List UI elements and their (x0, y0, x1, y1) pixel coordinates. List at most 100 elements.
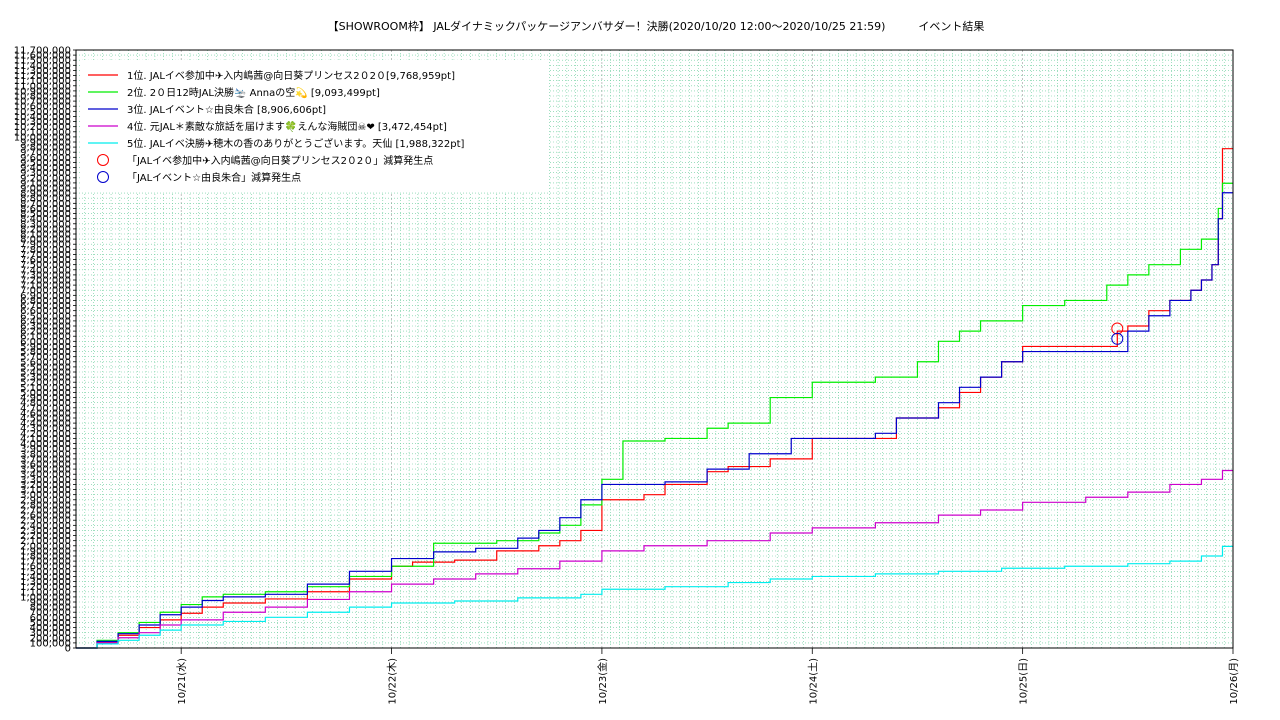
y-tick-label: 8,200,000 (20, 224, 71, 235)
decrease-marker-2 (1111, 332, 1124, 345)
y-tick-label: 7,400,000 (20, 265, 71, 276)
y-tick-label: 9,600,000 (20, 153, 71, 164)
y-tick-label: 300,000 (30, 628, 71, 639)
y-tick-label: 1,700,000 (20, 557, 71, 568)
y-tick-label: 6,800,000 (20, 296, 71, 307)
y-tick-label: 6,300,000 (20, 322, 71, 333)
plot-lines (76, 148, 1233, 649)
y-tick-label: 9,900,000 (20, 138, 71, 149)
y-tick-label: 4,700,000 (20, 403, 71, 414)
y-tick-label: 8,700,000 (20, 199, 71, 210)
y-tick-label: 4,000,000 (20, 439, 71, 450)
legend-marker-label-1: 「JALイベ参加中✈入内嶋茜@向日葵プリンセス2０2０」減算発生点 (127, 154, 433, 167)
y-tick-label: 5,500,000 (20, 362, 71, 373)
y-tick-label: 6,400,000 (20, 316, 71, 327)
x-tick-label: 10/26(月) (1228, 658, 1240, 705)
y-tick-label: 800,000 (30, 603, 71, 614)
y-tick-label: 6,200,000 (20, 327, 71, 338)
x-tick-label: 10/22(木) (387, 658, 399, 705)
y-tick-label: 11,600,000 (14, 51, 71, 62)
y-tick-label: 9,300,000 (20, 168, 71, 179)
y-tick-label: 10,800,000 (14, 92, 71, 103)
series-line-2 (76, 182, 1233, 649)
y-tick-label: 2,200,000 (20, 531, 71, 542)
y-tick-label: 5,800,000 (20, 347, 71, 358)
y-tick-label: 8,600,000 (20, 204, 71, 215)
y-tick-label: 10,100,000 (14, 127, 71, 138)
y-tick-label: 100,000 (30, 638, 71, 649)
y-tick-label: 2,300,000 (20, 526, 71, 537)
y-tick-label: 4,200,000 (20, 429, 71, 440)
y-tick-label: 5,400,000 (20, 368, 71, 379)
y-tick-label: 5,700,000 (20, 352, 71, 363)
y-tick-label: 9,100,000 (20, 178, 71, 189)
y-tick-label: 4,900,000 (20, 393, 71, 404)
y-tick-label: 4,500,000 (20, 414, 71, 425)
decrease-marker-1 (1111, 322, 1124, 335)
series-line-5 (76, 545, 1233, 649)
y-tick-label: 1,000,000 (20, 592, 71, 603)
y-tick-label: 5,200,000 (20, 378, 71, 389)
y-tick-label: 2,700,000 (20, 506, 71, 517)
y-tick-label: 7,700,000 (20, 250, 71, 261)
y-tick-label: 3,100,000 (20, 485, 71, 496)
y-tick-label: 3,600,000 (20, 460, 71, 471)
y-tick-label: 1,600,000 (20, 562, 71, 573)
y-tick-label: 11,200,000 (14, 71, 71, 82)
y-tick-label: 7,900,000 (20, 240, 71, 251)
y-axis-ticks: 0100,000200,000300,000400,000500,000600,… (14, 46, 76, 655)
y-tick-label: 10,600,000 (14, 102, 71, 113)
legend-label-1: 1位. JALイベ参加中✈入内嶋茜@向日葵プリンセス2０2０[9,768,959… (127, 69, 455, 82)
y-tick-label: 3,300,000 (20, 475, 71, 486)
y-tick-label: 7,100,000 (20, 281, 71, 292)
y-tick-label: 3,500,000 (20, 465, 71, 476)
y-tick-label: 2,900,000 (20, 495, 71, 506)
y-tick-label: 10,500,000 (14, 107, 71, 118)
y-tick-label: 7,200,000 (20, 276, 71, 287)
y-tick-label: 8,000,000 (20, 235, 71, 246)
y-tick-label: 3,000,000 (20, 490, 71, 501)
y-tick-label: 1,300,000 (20, 577, 71, 588)
y-tick-label: 2,500,000 (20, 516, 71, 527)
series-line-3 (76, 192, 1233, 649)
series-line-4 (76, 469, 1233, 649)
y-tick-label: 1,200,000 (20, 582, 71, 593)
legend: 1位. JALイベ参加中✈入内嶋茜@向日葵プリンセス2０2０[9,768,959… (82, 60, 548, 192)
plot-frame (75, 49, 1234, 649)
y-tick-label: 11,300,000 (14, 66, 71, 77)
y-tick-label: 9,400,000 (20, 163, 71, 174)
y-tick-label: 5,600,000 (20, 357, 71, 368)
y-tick-label: 4,600,000 (20, 408, 71, 419)
y-tick-label: 6,100,000 (20, 332, 71, 343)
x-axis-ticks: 10/21(水) 10/22(木) 10/23(金) 10/24(土) 10/25(日)… (176, 648, 1240, 705)
y-tick-label: 7,300,000 (20, 270, 71, 281)
y-tick-label: 4,400,000 (20, 419, 71, 430)
x-tick-label: 10/25(日) (1019, 658, 1030, 705)
legend-box (82, 60, 548, 192)
y-tick-label: 2,100,000 (20, 536, 71, 547)
y-tick-label: 10,000,000 (14, 132, 71, 143)
y-tick-label: 10,900,000 (14, 86, 71, 97)
y-tick-label: 6,500,000 (20, 311, 71, 322)
y-tick-label: 200,000 (30, 633, 71, 644)
y-tick-label: 1,100,000 (20, 587, 71, 598)
y-tick-label: 11,500,000 (14, 56, 71, 67)
y-tick-label: 6,000,000 (20, 337, 71, 348)
legend-marker-2 (97, 171, 109, 183)
chart-title: 【SHOWROOM枠】 JALダイナミックパッケージアンバサダー！決勝(2020… (328, 19, 985, 33)
y-tick-label: 2,400,000 (20, 521, 71, 532)
y-tick-label: 10,400,000 (14, 112, 71, 123)
y-tick-label: 3,200,000 (20, 480, 71, 491)
x-tick-label: 10/23(金) (596, 658, 609, 705)
y-tick-label: 3,400,000 (20, 470, 71, 481)
y-tick-label: 8,400,000 (20, 214, 71, 225)
y-tick-label: 3,900,000 (20, 444, 71, 455)
y-tick-label: 1,900,000 (20, 546, 71, 557)
y-tick-label: 9,200,000 (20, 173, 71, 184)
y-tick-label: 6,900,000 (20, 291, 71, 302)
y-tick-label: 4,800,000 (20, 398, 71, 409)
y-tick-label: 3,800,000 (20, 449, 71, 460)
x-tick-label: 10/24(土) (806, 658, 819, 705)
y-tick-label: 10,700,000 (14, 97, 71, 108)
legend-label-2: 2位. 2０日12時JAL決勝🛬 Annaの空💫 [9,093,499pt] (127, 86, 380, 99)
